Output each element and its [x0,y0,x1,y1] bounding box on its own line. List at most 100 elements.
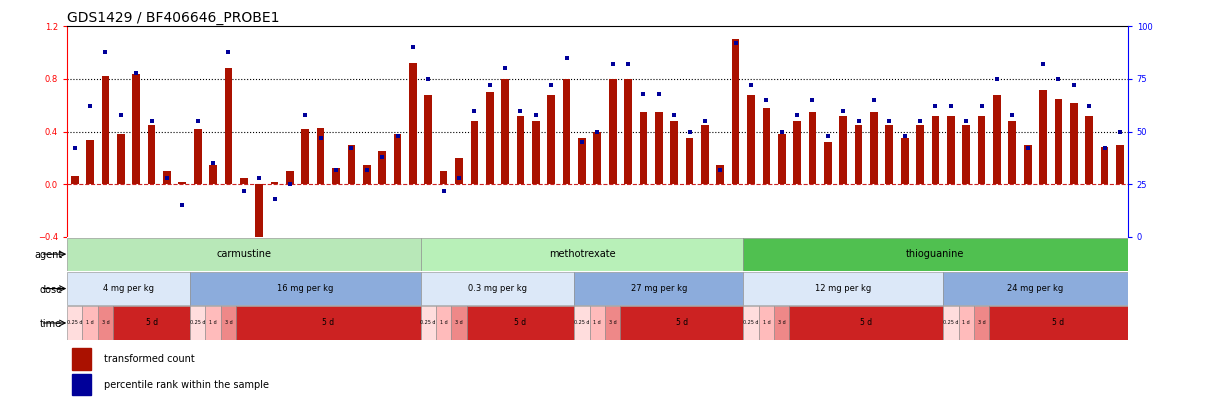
Point [527,111,546,118]
Text: 1 d: 1 d [210,320,217,326]
Point [234,188,254,194]
Bar [590,307,605,339]
Point [141,118,161,124]
Bar [205,307,221,339]
Bar [717,164,724,184]
Bar [178,181,187,184]
Text: 3 d: 3 d [608,320,617,326]
Bar [731,39,740,184]
Point [725,40,745,47]
Point [1018,145,1037,152]
Bar [301,129,310,184]
Bar [67,307,83,339]
Bar [501,79,510,184]
Bar [685,138,694,184]
Point [173,202,193,209]
Point [711,166,730,173]
Bar [101,77,110,184]
Text: 27 mg per kg: 27 mg per kg [630,284,688,293]
Text: 4 mg per kg: 4 mg per kg [104,284,154,293]
Bar [72,374,91,395]
Bar [236,307,421,339]
Text: 3 d: 3 d [978,320,985,326]
Bar [1008,121,1017,184]
Text: 12 mg per kg: 12 mg per kg [816,284,872,293]
Bar [255,184,263,253]
Point [957,118,976,124]
Bar [670,121,678,184]
Bar [640,112,647,184]
Bar [794,121,801,184]
Text: 0.25 d: 0.25 d [574,320,590,326]
Point [388,132,407,139]
Bar [778,134,785,184]
Point [972,103,991,110]
Bar [147,125,156,184]
Point [96,48,116,55]
Bar [758,307,774,339]
Point [157,175,177,181]
Point [434,188,453,194]
Point [572,139,591,145]
Point [1002,111,1022,118]
Bar [608,79,617,184]
Bar [451,307,467,339]
Bar [363,164,371,184]
Point [941,103,961,110]
Bar [424,95,432,184]
Bar [962,125,970,184]
Point [803,97,823,103]
Bar [978,116,985,184]
Bar [271,181,278,184]
Bar [436,307,451,339]
Point [327,166,346,173]
Bar [958,307,974,339]
Bar [286,171,294,184]
Bar [744,272,944,305]
Point [987,76,1007,82]
Point [541,82,561,89]
Text: 1 d: 1 d [440,320,447,326]
Bar [190,307,205,339]
Point [127,69,146,76]
Point [341,145,361,152]
Text: 1 d: 1 d [87,320,94,326]
Bar [744,238,1128,271]
Text: methotrexate: methotrexate [549,249,616,259]
Text: 1 d: 1 d [594,320,601,326]
Bar [71,177,78,184]
Point [588,128,607,135]
Text: 3 d: 3 d [224,320,233,326]
Text: 3 d: 3 d [455,320,463,326]
Point [204,160,223,166]
Bar [394,134,401,184]
Point [80,103,100,110]
Text: 0.25 d: 0.25 d [421,320,436,326]
Text: thioguanine: thioguanine [906,249,964,259]
Point [911,118,930,124]
Bar [563,79,570,184]
Point [295,111,315,118]
Point [848,118,868,124]
Bar [471,121,478,184]
Text: 16 mg per kg: 16 mg per kg [277,284,334,293]
Bar [993,95,1001,184]
Bar [224,68,233,184]
Bar [944,307,958,339]
Point [772,128,791,135]
Text: 5 d: 5 d [675,318,688,328]
Bar [774,307,790,339]
Bar [574,307,590,339]
Bar [190,272,421,305]
Text: 0.25 d: 0.25 d [67,320,83,326]
Point [680,128,700,135]
Bar [947,116,954,184]
Bar [163,171,171,184]
Bar [378,151,386,184]
Bar [67,272,190,305]
Point [464,107,484,114]
Bar [1054,99,1062,184]
Bar [763,108,770,184]
Point [418,76,438,82]
Bar [870,112,878,184]
